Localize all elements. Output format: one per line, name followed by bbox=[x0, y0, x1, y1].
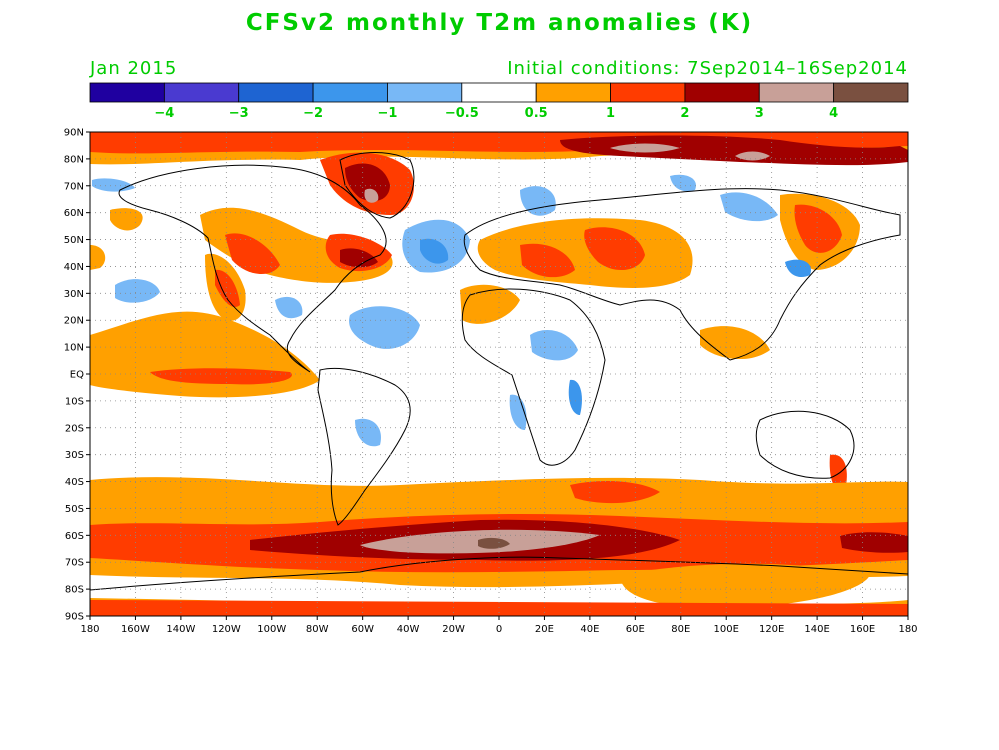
colorbar-swatch bbox=[610, 82, 686, 103]
longitude-label: 140E bbox=[804, 624, 829, 635]
colorbar-label: −0.5 bbox=[445, 106, 479, 121]
map-title: CFSv2 monthly T2m anomalies (K) bbox=[245, 10, 754, 36]
colorbar-label: 4 bbox=[829, 106, 838, 121]
latitude-label: 20S bbox=[65, 423, 84, 434]
latitude-label: 80S bbox=[65, 585, 84, 596]
longitude-label: 160E bbox=[850, 624, 875, 635]
latitude-label: 10N bbox=[64, 343, 84, 354]
latitude-label: 60N bbox=[64, 208, 84, 219]
colorbar-label: −1 bbox=[377, 106, 397, 121]
colorbar-swatch bbox=[758, 82, 835, 103]
colorbar: −4 −3 −2 −1 −0.5 0.5 1 2 3 4 bbox=[89, 82, 909, 121]
longitude-label: 60E bbox=[626, 624, 645, 635]
colorbar-swatch bbox=[833, 82, 909, 103]
latitude-label: 30N bbox=[64, 289, 84, 300]
longitude-label: 40W bbox=[397, 624, 420, 635]
longitude-label: 20E bbox=[535, 624, 554, 635]
longitude-label: 120E bbox=[759, 624, 784, 635]
latitude-label: 80N bbox=[64, 154, 84, 165]
colorbar-label: 3 bbox=[755, 106, 764, 121]
colorbar-swatch bbox=[387, 82, 463, 103]
longitude-label: 180 bbox=[80, 624, 99, 635]
colorbar-label: −2 bbox=[303, 106, 323, 121]
longitude-label: 40E bbox=[580, 624, 599, 635]
colorbar-swatch bbox=[238, 82, 314, 103]
longitude-label: 120W bbox=[212, 624, 241, 635]
latitude-label: 50N bbox=[64, 235, 84, 246]
colorbar-swatch bbox=[461, 82, 537, 103]
longitude-label: 20W bbox=[442, 624, 465, 635]
longitude-label: 80W bbox=[306, 624, 329, 635]
colorbar-label: −3 bbox=[229, 106, 249, 121]
latitude-label: 90N bbox=[64, 128, 84, 139]
colorbar-swatch bbox=[89, 82, 165, 103]
cold-anomalies bbox=[92, 174, 811, 447]
latitude-axis: 90N 80N 70N 60N 50N 40N 30N 20N 10N EQ 10S 20S 30S 40… bbox=[64, 128, 90, 623]
latitude-label: 60S bbox=[65, 531, 84, 542]
latitude-label: 90S bbox=[65, 612, 84, 623]
coastlines bbox=[90, 152, 908, 591]
graticule bbox=[90, 132, 908, 616]
initial-conditions: Initial conditions: 7Sep2014–16Sep2014 bbox=[507, 58, 908, 79]
longitude-label: 100W bbox=[257, 624, 286, 635]
longitude-label: 100E bbox=[714, 624, 739, 635]
latitude-label: EQ bbox=[70, 370, 84, 381]
longitude-label: 0 bbox=[496, 624, 502, 635]
colorbar-label: 1 bbox=[606, 106, 615, 121]
latitude-label: 40S bbox=[65, 477, 84, 488]
colorbar-swatch bbox=[684, 82, 760, 103]
latitude-label: 30S bbox=[65, 450, 84, 461]
longitude-label: 140W bbox=[166, 624, 195, 635]
colorbar-swatch bbox=[163, 82, 240, 103]
colorbar-swatch bbox=[312, 82, 388, 103]
latitude-label: 40N bbox=[64, 262, 84, 273]
colorbar-swatch bbox=[535, 82, 611, 103]
longitude-label: 60W bbox=[351, 624, 374, 635]
longitude-axis: 180 160W 140W 120W 100W 80W 60W 40W 20W 0 20E 40E 60… bbox=[80, 616, 918, 635]
longitude-label: 80E bbox=[671, 624, 690, 635]
anomaly-fields bbox=[90, 132, 908, 616]
colorbar-label: −4 bbox=[154, 106, 174, 121]
latitude-label: 10S bbox=[65, 396, 84, 407]
latitude-label: 70S bbox=[65, 558, 84, 569]
colorbar-label: 0.5 bbox=[525, 106, 548, 121]
forecast-month: Jan 2015 bbox=[90, 58, 178, 79]
latitude-label: 50S bbox=[65, 504, 84, 515]
latitude-label: 70N bbox=[64, 181, 84, 192]
map-panel: 180 160W 140W 120W 100W 80W 60W 40W 20W 0 20E 40E 60… bbox=[64, 128, 918, 636]
longitude-label: 180 bbox=[898, 624, 917, 635]
latitude-label: 20N bbox=[64, 316, 84, 327]
colorbar-label: 2 bbox=[680, 106, 689, 121]
longitude-label: 160W bbox=[121, 624, 150, 635]
